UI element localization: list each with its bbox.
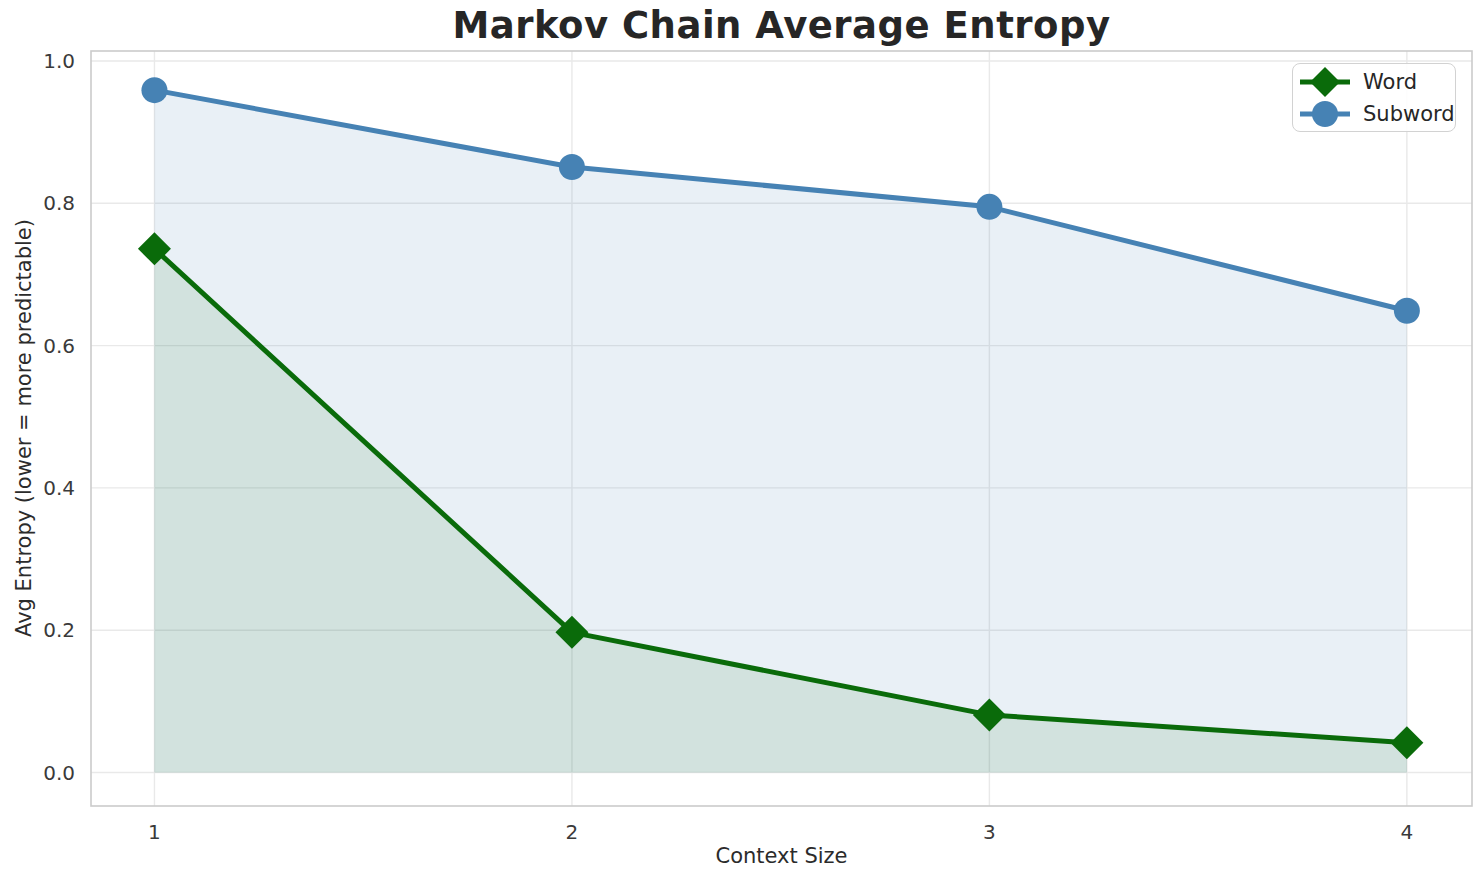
subword-marker-icon: [1297, 97, 1355, 131]
marker-subword: [1394, 298, 1420, 324]
y-tick-label: 0.2: [43, 618, 75, 642]
legend-item-word: Word: [1297, 66, 1455, 98]
x-tick-label: 1: [148, 820, 161, 844]
legend: Word Subword: [1292, 63, 1456, 132]
legend-label-word: Word: [1363, 70, 1417, 94]
marker-subword: [559, 154, 585, 180]
y-tick-label: 0.0: [43, 761, 75, 785]
marker-subword: [141, 77, 167, 103]
legend-label-subword: Subword: [1363, 102, 1455, 126]
marker-subword: [976, 194, 1002, 220]
y-axis-label: Avg Entropy (lower = more predictable): [12, 219, 36, 637]
y-tick-label: 0.8: [43, 191, 75, 215]
x-tick-label: 3: [983, 820, 996, 844]
chart-title: Markov Chain Average Entropy: [91, 4, 1472, 47]
x-axis-label: Context Size: [91, 844, 1472, 868]
y-tick-label: 1.0: [43, 49, 75, 73]
y-tick-label: 0.4: [43, 476, 75, 500]
legend-item-subword: Subword: [1297, 98, 1455, 130]
word-marker-icon: [1297, 65, 1355, 99]
plot-svg: 0.0 0.2 0.4 0.6 0.8 1.0 1 2 3 4: [0, 0, 1484, 885]
x-tick-label: 4: [1401, 820, 1414, 844]
y-tick-label: 0.6: [43, 334, 75, 358]
x-tick-label: 2: [566, 820, 579, 844]
